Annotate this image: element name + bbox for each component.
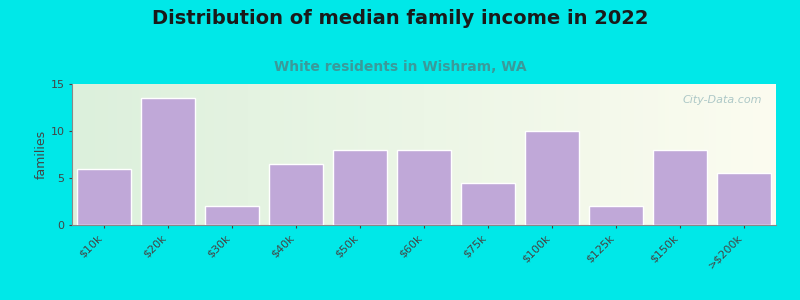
Text: Distribution of median family income in 2022: Distribution of median family income in … <box>152 9 648 28</box>
Bar <box>525 131 579 225</box>
Bar <box>717 173 771 225</box>
Bar <box>397 150 451 225</box>
Bar <box>205 206 259 225</box>
Bar <box>141 98 195 225</box>
Bar <box>589 206 643 225</box>
Bar <box>77 169 131 225</box>
Bar <box>461 183 515 225</box>
Y-axis label: families: families <box>34 130 47 179</box>
Bar <box>269 164 323 225</box>
Text: City-Data.com: City-Data.com <box>682 95 762 105</box>
Bar <box>333 150 387 225</box>
Text: White residents in Wishram, WA: White residents in Wishram, WA <box>274 60 526 74</box>
Bar <box>653 150 707 225</box>
